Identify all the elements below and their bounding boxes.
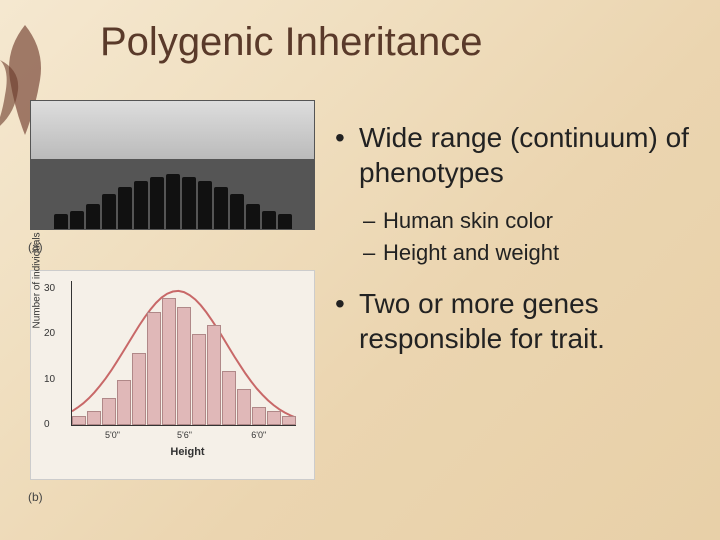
bullet-sub-1: Human skin color [335, 208, 695, 234]
x-tick: 5'6" [177, 430, 192, 440]
histogram-bar [162, 298, 176, 425]
histogram-bar [87, 411, 101, 425]
histogram-bar [252, 407, 266, 425]
x-tick: 6'0" [251, 430, 266, 440]
histogram-bar [177, 307, 191, 425]
bullet-sub-2: Height and weight [335, 240, 695, 266]
y-tick: 10 [44, 374, 55, 385]
y-tick: 20 [44, 328, 55, 339]
x-tick: 5'0" [105, 430, 120, 440]
histogram-bar [147, 312, 161, 425]
bullet-main-2: Two or more genes responsible for trait. [335, 286, 695, 356]
histogram-bar [117, 380, 131, 425]
histogram-bar [207, 325, 221, 425]
y-tick: 0 [44, 419, 50, 430]
histogram-bar [267, 411, 281, 425]
histogram-bar [102, 398, 116, 425]
histogram-bar [222, 371, 236, 425]
histogram-chart: Number of individuals 01020305'0"5'6"6'0… [30, 270, 315, 480]
y-tick: 30 [44, 283, 55, 294]
histogram-bar [237, 389, 251, 425]
histogram-bar [282, 416, 296, 425]
x-axis-label: Height [71, 446, 304, 458]
photo-silhouettes [31, 159, 314, 229]
bullet-main-1: Wide range (continuum) of phenotypes [335, 120, 695, 190]
histogram-bar [132, 353, 146, 426]
bullet-list: Wide range (continuum) of phenotypes Hum… [335, 120, 695, 374]
photo-sky [31, 101, 314, 159]
y-axis-label: Number of individuals [32, 232, 43, 328]
panel-label-b: (b) [28, 490, 43, 504]
histogram-bar [72, 416, 86, 425]
photo-panel [30, 100, 315, 230]
slide-title: Polygenic Inheritance [100, 20, 482, 65]
histogram-bar [192, 334, 206, 425]
